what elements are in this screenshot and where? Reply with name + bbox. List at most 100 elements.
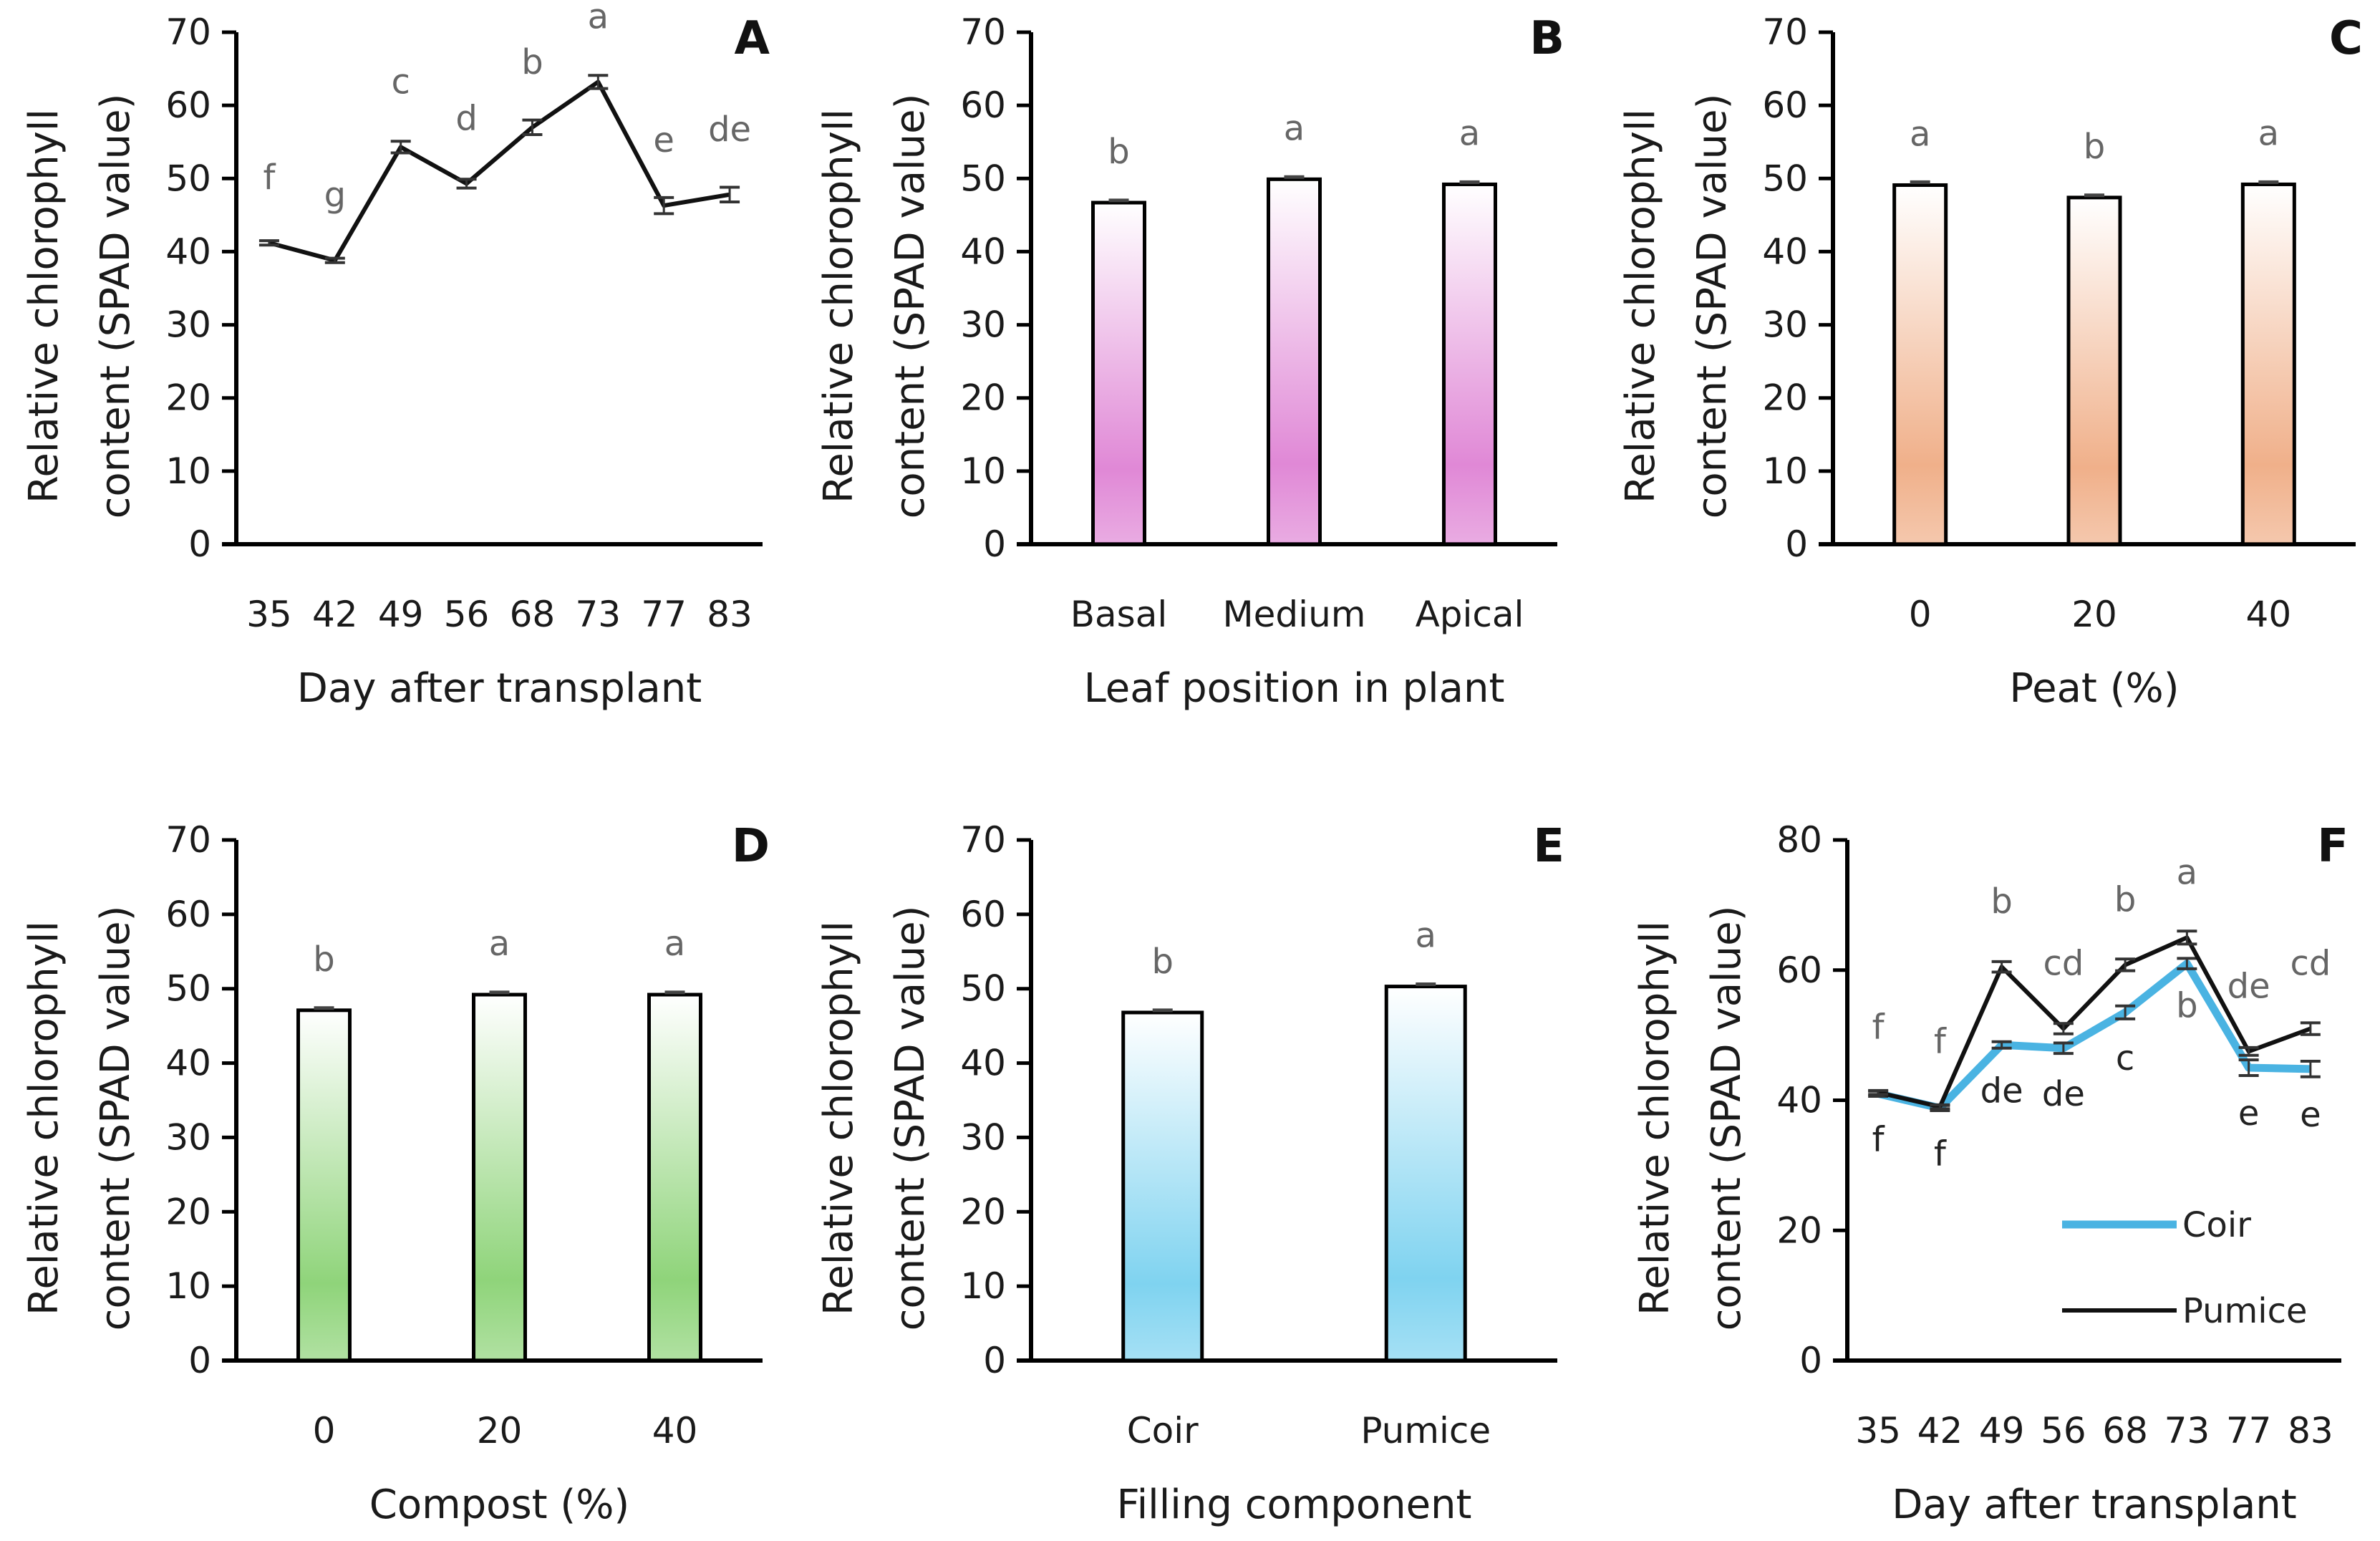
y-axis-title-line: Relative chlorophyll <box>816 921 862 1315</box>
y-tick-label: 0 <box>188 523 211 565</box>
significance-label: de <box>708 110 751 150</box>
bar <box>1267 177 1322 546</box>
significance-label: a <box>1459 113 1480 153</box>
significance-label: c <box>391 62 410 102</box>
y-axis-title-line: content (SPAD value) <box>1689 94 1736 519</box>
bar <box>2240 182 2296 546</box>
y-tick-label: 10 <box>1762 450 1808 492</box>
panel-letter: F <box>2317 820 2348 873</box>
y-tick-label: 40 <box>1776 1080 1822 1121</box>
legend-label: Pumice <box>2182 1291 2308 1331</box>
y-axis-title-line: Relative chlorophyll <box>816 109 862 503</box>
y-axis-title-line: content (SPAD value) <box>887 906 934 1331</box>
y-axis-title: Relative chlorophyll content (SPAD value) <box>1617 94 1736 519</box>
significance-label: b <box>313 939 334 980</box>
x-axis-title: Day after transplant <box>297 665 702 712</box>
y-tick-label: 60 <box>165 894 211 935</box>
y-tick-label: 80 <box>1776 819 1822 861</box>
y-tick-label: 60 <box>1762 84 1808 126</box>
x-axis-title: Compost (%) <box>369 1482 630 1528</box>
y-tick-label: 70 <box>165 819 211 861</box>
x-tick-label: Coir <box>1127 1410 1199 1451</box>
significance-label: b <box>521 42 543 82</box>
bar <box>2066 195 2122 546</box>
bar <box>647 992 702 1363</box>
x-tick-label: 20 <box>2071 594 2117 635</box>
x-tick-label: 56 <box>2041 1410 2086 1451</box>
series-line-mean <box>269 79 730 263</box>
y-axis-title-line: Relative chlorophyll <box>21 921 67 1315</box>
y-axis-title: Relative chlorophyll content (SPAD value) <box>816 94 934 519</box>
y-tick-label: 20 <box>165 1191 211 1232</box>
y-tick-label: 30 <box>960 1116 1006 1158</box>
x-tick-label: 0 <box>313 1410 336 1451</box>
y-tick-label: 10 <box>165 1265 211 1307</box>
panel-letter: D <box>732 820 770 873</box>
significance-label: a <box>2258 113 2279 153</box>
bar <box>296 1008 352 1363</box>
x-tick-label: Apical <box>1416 594 1524 635</box>
series-line-pumice <box>1877 935 2311 1109</box>
significance-label: cd <box>2290 944 2331 984</box>
significance-label: de <box>1980 1071 2023 1111</box>
x-tick-label: 49 <box>378 594 424 635</box>
x-tick-label: 56 <box>444 594 490 635</box>
panel-f: 0 20 40 60 80 Relative chlorophyll content (SP… <box>1632 819 2348 1528</box>
x-tick-label: 83 <box>2288 1410 2333 1451</box>
y-tick-label: 0 <box>188 1340 211 1381</box>
y-axis-title-line: Relative chlorophyll <box>21 109 67 503</box>
bar <box>472 992 527 1363</box>
y-axis-title: Relative chlorophyll content (SPAD value) <box>816 906 934 1331</box>
bar <box>1091 201 1146 546</box>
panel-letter: B <box>1529 12 1564 65</box>
panel-letter: A <box>734 12 770 65</box>
panel-b: 0 10 20 30 40 50 60 70 Relative chlorophyll conte… <box>816 11 1564 712</box>
x-axis-title: Filling component <box>1116 1482 1471 1528</box>
x-tick-label: 20 <box>477 1410 523 1451</box>
y-tick-label: 0 <box>983 1340 1006 1381</box>
y-tick-label: 30 <box>165 304 211 346</box>
bar <box>1121 1010 1204 1363</box>
y-tick-label: 70 <box>960 11 1006 53</box>
y-axis-title-line: Relative chlorophyll <box>1632 921 1678 1315</box>
y-tick-label: 20 <box>960 377 1006 419</box>
legend-label: Coir <box>2182 1205 2251 1245</box>
significance-label: a <box>1910 114 1930 154</box>
y-tick-label: 50 <box>960 968 1006 1010</box>
x-tick-label: 77 <box>2226 1410 2272 1451</box>
significance-label: cd <box>2043 944 2084 984</box>
significance-label: b <box>1152 942 1174 982</box>
x-tick-label: 35 <box>1855 1410 1901 1451</box>
y-tick-label: 50 <box>1762 158 1808 199</box>
y-tick-label: 0 <box>983 523 1006 565</box>
x-tick-label: 42 <box>1917 1410 1963 1451</box>
significance-label: de <box>2227 966 2270 1006</box>
y-tick-label: 30 <box>165 1116 211 1158</box>
y-tick-label: 40 <box>1762 231 1808 272</box>
y-axis-title-line: content (SPAD value) <box>92 94 139 519</box>
y-axis-title: Relative chlorophyll content (SPAD value) <box>21 94 139 519</box>
x-tick-label: 68 <box>2102 1410 2148 1451</box>
x-tick-label: 68 <box>510 594 556 635</box>
y-tick-label: 50 <box>165 158 211 199</box>
x-tick-label: Medium <box>1223 594 1366 635</box>
x-tick-label: 0 <box>1909 594 1932 635</box>
panel-c: 0 10 20 30 40 50 60 70 Relative chlorophyll conte… <box>1617 11 2363 712</box>
x-tick-label: 77 <box>641 594 687 635</box>
y-tick-label: 20 <box>165 377 211 419</box>
y-tick-label: 30 <box>1762 304 1808 346</box>
y-axis-title-line: content (SPAD value) <box>887 94 934 519</box>
y-tick-label: 60 <box>1776 950 1822 991</box>
significance-label: de <box>2042 1074 2085 1114</box>
y-tick-label: 60 <box>960 894 1006 935</box>
y-axis-title-line: content (SPAD value) <box>92 906 139 1331</box>
y-tick-label: 70 <box>165 11 211 53</box>
significance-label: b <box>1990 881 2012 922</box>
y-axis-title-line: Relative chlorophyll <box>1617 109 1664 503</box>
significance-label: d <box>455 98 477 138</box>
series-line-coir <box>1877 960 2311 1112</box>
y-axis-title: Relative chlorophyll content (SPAD value) <box>21 906 139 1331</box>
x-tick-label: Pumice <box>1360 1410 1491 1451</box>
significance-label: a <box>664 924 685 964</box>
significance-label: f <box>1872 1119 1885 1159</box>
